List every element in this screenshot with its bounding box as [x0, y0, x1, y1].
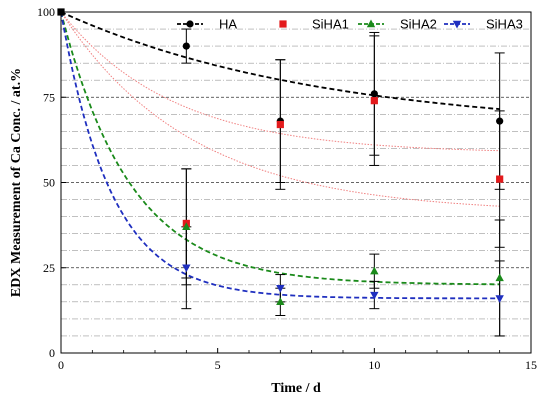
x-tick-label: 15 — [525, 358, 537, 372]
legend-marker-ha — [186, 20, 194, 28]
point-siha2 — [276, 297, 285, 306]
point-siha1 — [370, 97, 378, 105]
point-siha2 — [495, 273, 504, 282]
y-tick-label: 75 — [43, 90, 55, 104]
point-siha3 — [182, 264, 191, 273]
legend-label-ha: HA — [219, 17, 237, 32]
point-siha3 — [276, 285, 285, 293]
fit-curve-siha3 — [60, 11, 500, 300]
x-axis-title: Time / d — [271, 381, 321, 396]
fit-curve-siha2 — [60, 11, 500, 286]
x-tick-label: 5 — [215, 358, 221, 372]
x-tick-label: 0 — [58, 358, 64, 372]
y-axis-title: EDX Measurement of Ca Conc. / at.% — [9, 68, 24, 297]
legend-marker-siha3 — [452, 20, 462, 29]
y-tick-label: 0 — [49, 346, 55, 360]
fit-curve-siha1-upper — [60, 11, 500, 152]
fit-curve-ha — [60, 11, 500, 110]
point-siha1 — [276, 120, 284, 129]
point-siha3 — [495, 295, 504, 303]
y-tick-label: 25 — [43, 261, 55, 275]
point-siha2 — [370, 266, 379, 275]
legend-label-siha2: SiHA2 — [400, 17, 437, 32]
legend: HA SiHA1 SiHA2 SiHA3 — [177, 17, 523, 32]
point-ha — [370, 90, 378, 98]
point-siha1 — [496, 175, 504, 183]
grid-layer — [61, 28, 531, 337]
y-tick-label: 100 — [37, 5, 55, 19]
legend-label-siha1: SiHA1 — [312, 17, 349, 32]
x-tick-label: 10 — [368, 358, 380, 372]
legend-marker-siha2 — [366, 19, 376, 28]
legend-marker-siha1 — [279, 20, 287, 28]
point-ha — [496, 117, 504, 125]
point-siha2 — [182, 222, 191, 231]
point-ha — [182, 42, 190, 50]
legend-label-siha3: SiHA3 — [486, 17, 523, 32]
point-siha3 — [370, 291, 379, 300]
y-tick-label: 50 — [43, 176, 55, 190]
axis-ticks: 0 5 10 15 0 25 50 75 100 — [37, 5, 537, 372]
